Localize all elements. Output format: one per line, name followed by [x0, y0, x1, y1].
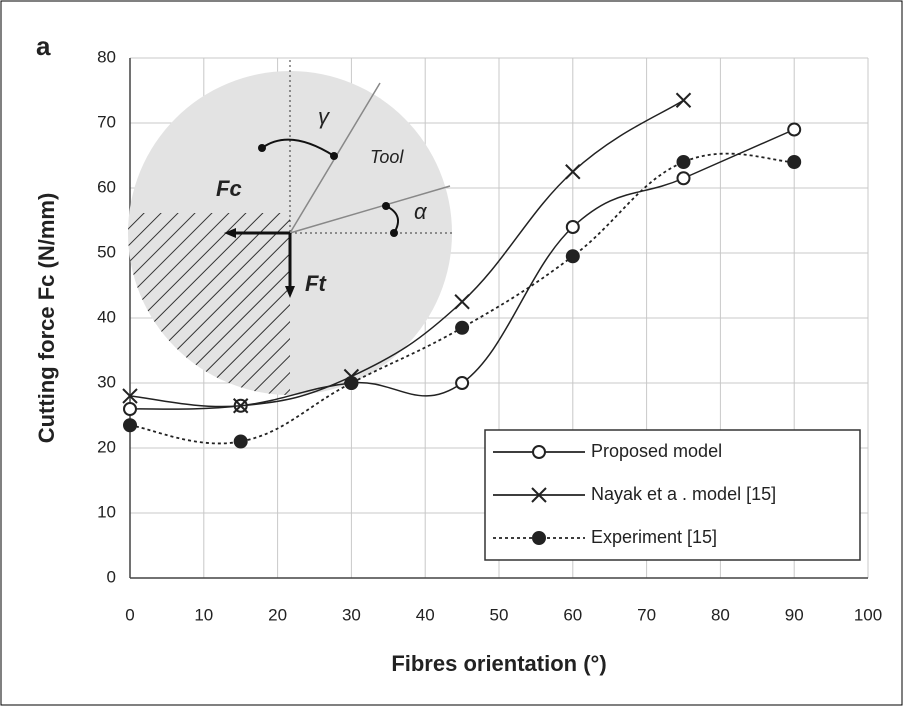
- marker: [123, 418, 137, 433]
- y-tick-label: 30: [97, 372, 116, 391]
- marker: [455, 320, 470, 335]
- marker-cross: [122, 388, 138, 404]
- series-line: [129, 99, 684, 408]
- y-tick-label: 10: [97, 502, 116, 521]
- y-axis-title: Cutting force Fc (N/mm): [34, 193, 59, 444]
- legend-label: Experiment [15]: [591, 527, 717, 547]
- annotation: α: [414, 199, 428, 224]
- x-tick-label: 50: [490, 605, 509, 624]
- marker: [454, 294, 470, 310]
- marker: [565, 220, 580, 234]
- marker-cross: [675, 92, 692, 108]
- marker: [787, 122, 802, 137]
- y-tick-label: 80: [97, 47, 116, 66]
- x-tick-label: 40: [416, 605, 435, 624]
- marker-cross: [454, 294, 470, 310]
- marker: [232, 398, 249, 414]
- marker-cross: [232, 398, 249, 414]
- y-tick-label: 70: [97, 112, 116, 131]
- annotation: Fc: [216, 176, 242, 201]
- marker: [123, 402, 137, 416]
- annotation: Tool: [370, 147, 404, 167]
- x-axis-title: Fibres orientation (°): [391, 651, 606, 676]
- x-tick-label: 70: [637, 605, 656, 624]
- x-tick-label: 60: [563, 605, 582, 624]
- marker: [344, 376, 359, 390]
- marker-cross: [531, 487, 547, 503]
- marker: [233, 434, 248, 449]
- x-tick-label: 80: [711, 605, 730, 624]
- x-tick-label: 100: [854, 605, 882, 624]
- marker: [122, 388, 138, 404]
- y-tick-label: 20: [97, 437, 116, 456]
- annotation: γ: [318, 104, 331, 129]
- marker: [787, 155, 802, 169]
- marker: [532, 531, 546, 545]
- marker: [531, 487, 547, 503]
- legend-label: Proposed model: [591, 441, 722, 461]
- annotation: Ft: [305, 271, 327, 296]
- legend-label: Nayak et a . model [15]: [591, 484, 776, 504]
- marker-cross: [565, 164, 581, 180]
- marker: [532, 445, 546, 459]
- y-tick-label: 50: [97, 242, 116, 261]
- x-tick-label: 90: [785, 605, 804, 624]
- y-tick-label: 40: [97, 307, 116, 326]
- x-tick-label: 30: [342, 605, 361, 624]
- legend: Proposed model Nayak et a . model [15] Exp…: [484, 429, 861, 561]
- marker: [565, 249, 580, 264]
- y-tick-label: 60: [97, 177, 116, 196]
- x-tick-label: 20: [268, 605, 287, 624]
- marker: [455, 376, 470, 390]
- marker: [565, 164, 581, 180]
- y-tick-label: 0: [107, 567, 116, 586]
- marker: [675, 92, 692, 108]
- x-tick-label: 10: [194, 605, 213, 624]
- x-tick-label: 0: [125, 605, 134, 624]
- marker: [676, 171, 691, 186]
- marker: [676, 155, 691, 169]
- panel-label: a: [36, 31, 51, 61]
